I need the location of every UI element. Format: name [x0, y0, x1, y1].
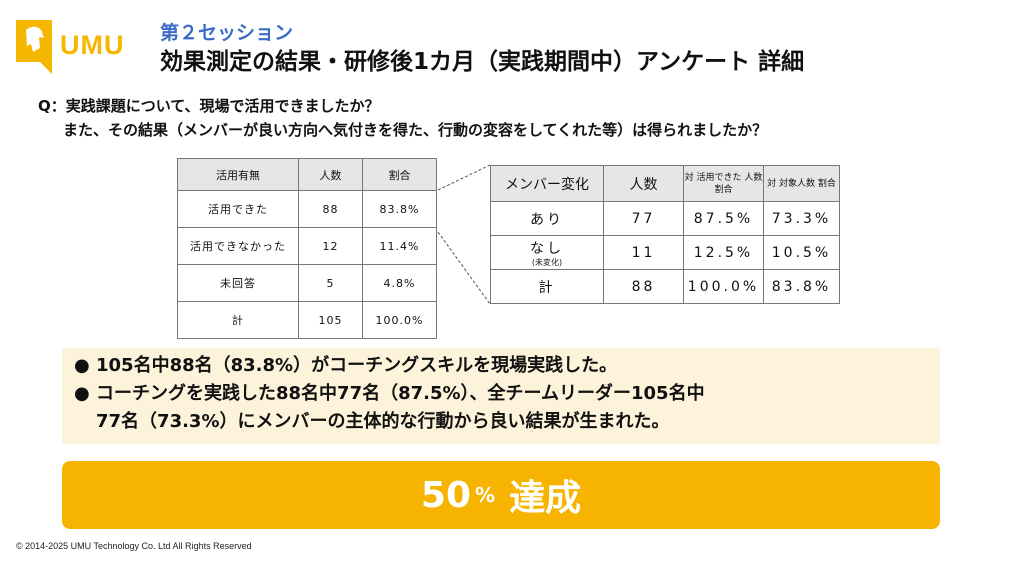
achievement-banner: 50 % 達成 — [62, 461, 940, 529]
summary-text-continued: 77名（73.3%）にメンバーの主体的な行動から良い結果が生まれた。 — [96, 411, 670, 432]
summary-item: ● コーチングを実践した88名中77名（87.5%）、全チームリーダー105名中… — [72, 380, 930, 436]
row-ratio: 100.0% — [362, 301, 437, 339]
table-row: 未回答 5 4.8% — [177, 264, 437, 302]
table-row-total: 計 105 100.0% — [177, 301, 437, 339]
row-ratio-target: 83.8% — [763, 269, 840, 304]
row-ratio: 83.8% — [362, 190, 437, 228]
row-ratio-used: 100.0% — [683, 269, 764, 304]
summary-text: 105名中88名（83.8%）がコーチングスキルを現場実践した。 — [96, 355, 618, 376]
logo-text: UMU — [60, 29, 125, 60]
umu-logo: UMU — [14, 16, 125, 74]
row-count: 77 — [603, 201, 684, 236]
row-ratio: 11.4% — [362, 227, 437, 265]
achievement-word: 達成 — [509, 478, 582, 519]
row-label: 計 — [177, 301, 299, 339]
table-row-total: 計 88 100.0% 83.8% — [490, 269, 840, 304]
table-row: 活用できなかった 12 11.4% — [177, 227, 437, 265]
row-label: なし (未変化) — [490, 235, 604, 270]
row-label: 活用できた — [177, 190, 299, 228]
member-change-table: メンバー変化 人数 対 活用できた 人数割合 対 対象人数 割合 あり 77 8… — [490, 165, 840, 304]
page-title: 効果測定の結果・研修後1カ月（実践期間中）アンケート 詳細 — [160, 49, 805, 75]
row-label: あり — [490, 201, 604, 236]
header-cell: メンバー変化 — [490, 165, 604, 202]
bullet-icon: ● — [74, 383, 90, 404]
summary-item: ● 105名中88名（83.8%）がコーチングスキルを現場実践した。 — [72, 352, 930, 380]
row-count: 11 — [603, 235, 684, 270]
row-label: 未回答 — [177, 264, 299, 302]
umu-logo-icon — [16, 20, 52, 74]
summary-text: コーチングを実践した88名中77名（87.5%）、全チームリーダー105名中 — [96, 383, 705, 404]
question-line-1: Q：実践課題について、現場で活用できましたか？ — [38, 97, 380, 115]
row-label-text: 計 — [538, 279, 556, 296]
question-line-2: また、その結果（メンバーが良い方向へ気付きを得た、行動の変容をしてくれた等）は得… — [63, 121, 768, 139]
row-count: 88 — [603, 269, 684, 304]
row-ratio-target: 10.5% — [763, 235, 840, 270]
table-row: あり 77 87.5% 73.3% — [490, 201, 840, 236]
row-count: 105 — [298, 301, 363, 339]
question: Q：実践課題について、現場で活用できましたか？ また、その結果（メンバーが良い方… — [38, 94, 767, 142]
row-ratio: 4.8% — [362, 264, 437, 302]
table-row: なし (未変化) 11 12.5% 10.5% — [490, 235, 840, 270]
usage-table: 活用有無 人数 割合 活用できた 88 83.8% 活用できなかった 12 11… — [177, 158, 437, 339]
row-label-sub: (未変化) — [531, 257, 563, 267]
copyright: © 2014-2025 UMU Technology Co. Ltd All R… — [16, 541, 252, 551]
row-count: 12 — [298, 227, 363, 265]
header-cell: 割合 — [362, 158, 437, 191]
row-ratio-used: 12.5% — [683, 235, 764, 270]
achievement-number: 50 — [420, 474, 472, 516]
bullet-icon: ● — [74, 355, 90, 376]
header-cell: 対 対象人数 割合 — [763, 165, 840, 202]
session-label: 第２セッション — [160, 22, 294, 44]
row-label: 計 — [490, 269, 604, 304]
row-ratio-used: 87.5% — [683, 201, 764, 236]
row-label-text: なし — [530, 240, 564, 257]
table-row: 活用できた 88 83.8% — [177, 190, 437, 228]
row-label-text: あり — [530, 211, 564, 228]
header-cell: 対 活用できた 人数割合 — [683, 165, 764, 202]
header-cell: 人数 — [603, 165, 684, 202]
row-ratio-target: 73.3% — [763, 201, 840, 236]
member-table-header: メンバー変化 人数 対 活用できた 人数割合 対 対象人数 割合 — [490, 165, 840, 202]
summary-box: ● 105名中88名（83.8%）がコーチングスキルを現場実践した。 ● コーチ… — [62, 348, 940, 444]
header-cell: 人数 — [298, 158, 363, 191]
achievement-percent-sign: % — [475, 483, 496, 507]
summary-list: ● 105名中88名（83.8%）がコーチングスキルを現場実践した。 ● コーチ… — [72, 352, 930, 436]
usage-table-header: 活用有無 人数 割合 — [177, 158, 437, 191]
